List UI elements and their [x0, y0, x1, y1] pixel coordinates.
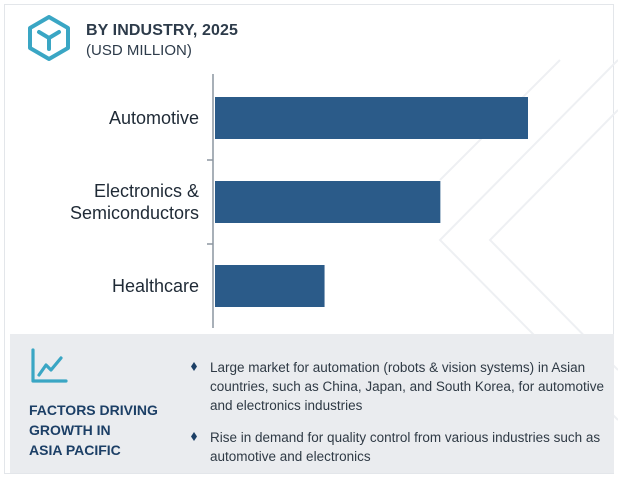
bullet-text: Large market for automation (robots & vi…: [210, 360, 604, 413]
list-item: Rise in demand for quality control from …: [190, 428, 610, 466]
factors-title-line: FACTORS DRIVING: [29, 402, 158, 418]
diamond-bullet-icon: [191, 362, 197, 371]
bar-chart: Automotive Electronics & Semiconductors Hea…: [70, 74, 528, 328]
trend-chart-icon: [31, 348, 68, 383]
diamond-bullet-icon: [191, 432, 197, 441]
factors-title-line: ASIA PACIFIC: [29, 442, 121, 458]
bar-electronics-semiconductors: [215, 181, 441, 223]
factors-panel: FACTORS DRIVING GROWTH IN ASIA PACIFIC L…: [10, 334, 614, 473]
factors-title-line: GROWTH IN: [29, 422, 111, 438]
hexagon-cube-logo-icon: [28, 15, 70, 61]
category-label: Healthcare: [112, 276, 199, 296]
bar-healthcare: [215, 265, 325, 307]
chart-title: BY INDUSTRY, 2025: [86, 22, 238, 39]
chart-subtitle: (USD MILLION): [86, 42, 192, 59]
list-item: Large market for automation (robots & vi…: [190, 358, 610, 415]
factors-title: FACTORS DRIVING GROWTH IN ASIA PACIFIC: [29, 400, 179, 460]
category-label: Electronics & Semiconductors: [70, 181, 199, 223]
bullet-text: Rise in demand for quality control from …: [210, 430, 601, 464]
factors-list: Large market for automation (robots & vi…: [190, 358, 610, 479]
bar-automotive: [215, 97, 528, 139]
category-label: Automotive: [109, 108, 199, 128]
